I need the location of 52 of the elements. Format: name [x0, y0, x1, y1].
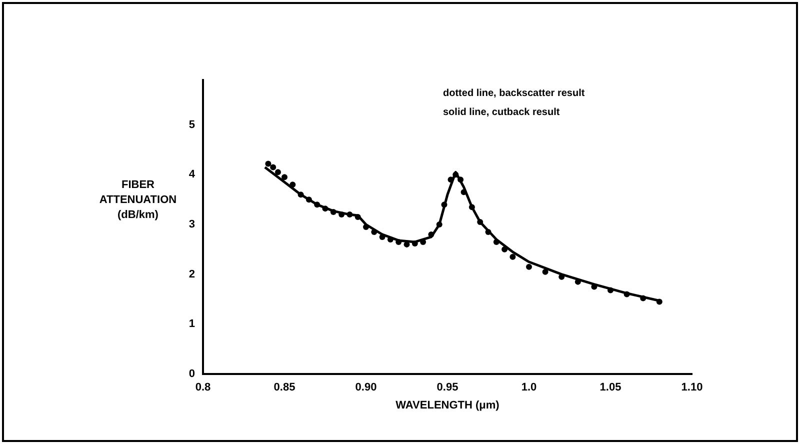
point — [448, 176, 454, 183]
point — [542, 268, 548, 275]
x-axis-title: WAVELENGTH (μm) — [396, 399, 500, 412]
x-tick-label: 0.8 — [195, 382, 211, 394]
y-tick-label: 1 — [188, 318, 195, 330]
point — [290, 182, 296, 188]
point — [346, 212, 353, 218]
x-tick-label: 0.90 — [355, 382, 377, 394]
point — [412, 240, 418, 246]
x-tick-label: 0.95 — [436, 382, 458, 394]
point — [640, 295, 646, 302]
x-tick-label: 0.85 — [274, 382, 296, 394]
point — [387, 236, 394, 242]
point — [441, 202, 448, 208]
point — [298, 192, 304, 198]
point — [624, 291, 630, 298]
point — [363, 224, 369, 230]
annotation: dotted line, backscatter result — [443, 88, 586, 99]
point — [485, 228, 492, 235]
y-tick-label: 5 — [188, 118, 195, 131]
point — [477, 219, 484, 226]
point — [468, 204, 475, 210]
point — [452, 172, 459, 178]
x-tick-label: 1.05 — [600, 382, 622, 394]
point — [436, 222, 442, 228]
point — [526, 264, 532, 270]
y-tick-label: 3 — [188, 218, 195, 231]
point — [282, 174, 288, 180]
y-tick-label: 4 — [188, 168, 196, 181]
point — [608, 287, 614, 294]
point — [460, 189, 467, 196]
point — [396, 238, 402, 245]
point — [428, 231, 434, 238]
point — [270, 164, 276, 170]
annotation: solid line, cutback result — [443, 106, 560, 118]
x-tick-label: 1.10 — [681, 382, 703, 394]
point — [458, 176, 464, 183]
y-tick-label: 0 — [188, 368, 195, 380]
point — [265, 160, 272, 167]
point — [274, 169, 281, 176]
y-tick-label: 2 — [188, 268, 195, 280]
point — [322, 206, 328, 212]
point — [502, 246, 508, 252]
point — [510, 254, 516, 260]
point — [330, 209, 336, 216]
point — [354, 214, 361, 220]
point — [338, 212, 345, 218]
x-tick-label: 1.0 — [521, 382, 537, 394]
point — [306, 196, 312, 203]
y-axis-title: FIBER ATTENUATION (dB/km) — [98, 178, 178, 223]
point — [314, 202, 320, 208]
point — [656, 298, 662, 305]
